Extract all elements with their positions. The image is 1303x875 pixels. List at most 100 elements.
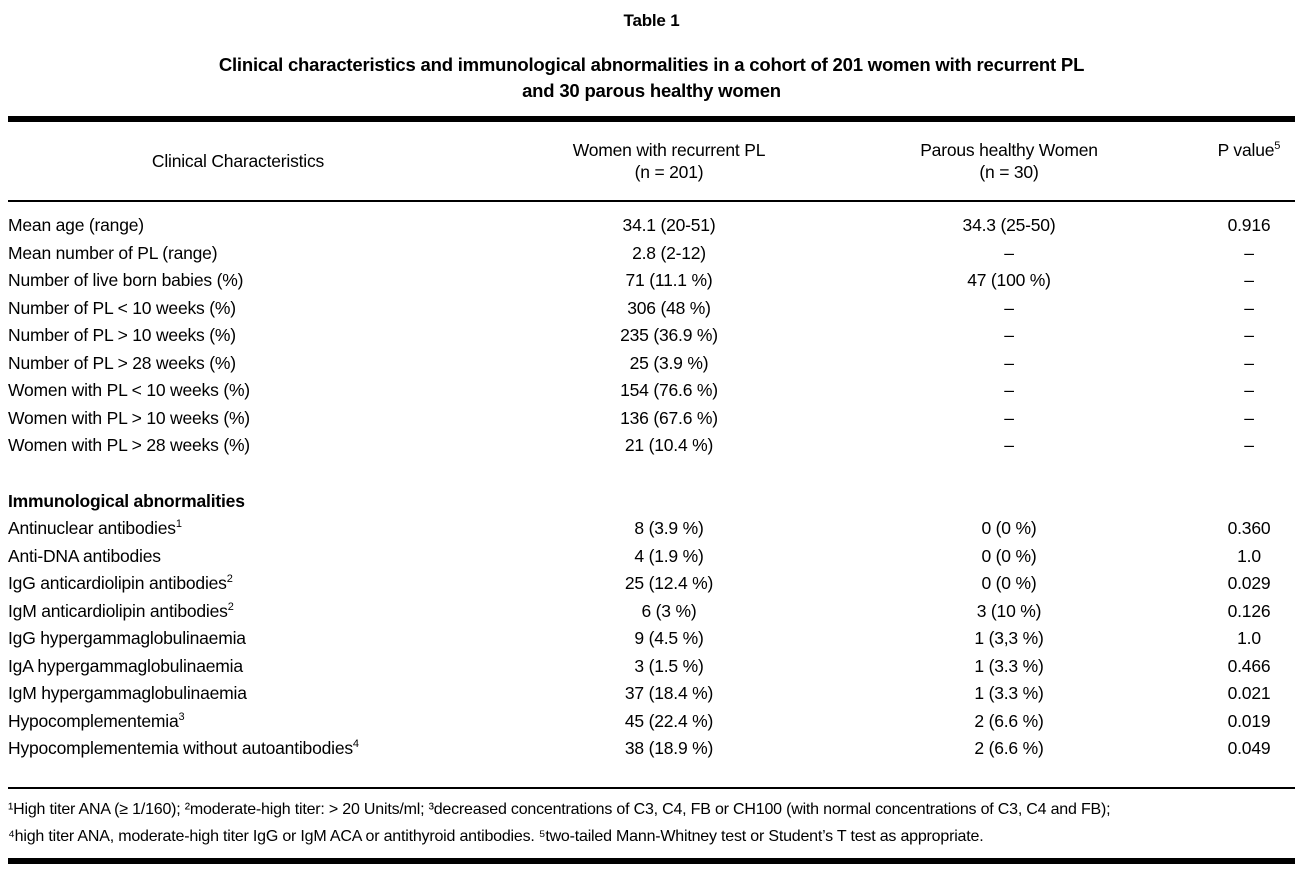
p-value-footnote-marker: 5: [1274, 140, 1281, 152]
value-p: 0.021: [1227, 683, 1271, 704]
value-healthy: –: [1004, 352, 1014, 373]
row-label: IgM anticardiolipin antibodies2: [8, 600, 234, 621]
value-healthy: 3 (10 %): [976, 600, 1042, 621]
table-row: Women with PL > 10 weeks (%) 136 (67.6 %…: [8, 405, 1295, 433]
table-row: Women with PL > 28 weeks (%) 21 (10.4 %)…: [8, 432, 1295, 460]
value-p: –: [1244, 242, 1254, 263]
row-label: Number of live born babies (%): [8, 270, 244, 291]
row-label: Number of PL > 28 weeks (%): [8, 352, 236, 373]
section-gap: [8, 460, 1295, 488]
value-healthy: –: [1004, 407, 1014, 428]
value-recurrent-pl: 21 (10.4 %): [624, 435, 714, 456]
value-healthy: –: [1004, 242, 1014, 263]
value-healthy: –: [1004, 435, 1014, 456]
footnote-line2: ⁴high titer ANA, moderate-high titer IgG…: [8, 827, 984, 845]
header-divider-rule: [8, 200, 1295, 202]
row-label: Antinuclear antibodies1: [8, 518, 182, 539]
table-caption-line2: and 30 parous healthy women: [522, 80, 781, 101]
value-healthy: 0 (0 %): [981, 518, 1037, 539]
table-caption: Clinical characteristics and immunologic…: [8, 52, 1295, 104]
value-recurrent-pl: 71 (11.1 %): [625, 270, 713, 291]
section-header-immunological: Immunological abnormalities: [8, 490, 245, 511]
column-header-healthy-label: Parous healthy Women: [920, 140, 1098, 160]
column-header-healthy-n: (n = 30): [979, 162, 1039, 182]
value-healthy: 2 (6.6 %): [974, 738, 1044, 759]
value-p: –: [1244, 297, 1254, 318]
value-p: –: [1244, 270, 1254, 291]
value-p: 0.916: [1227, 215, 1271, 236]
value-p: –: [1244, 407, 1254, 428]
value-recurrent-pl: 6 (3 %): [641, 600, 697, 621]
value-p: 1.0: [1237, 628, 1261, 649]
value-p: 0.029: [1227, 573, 1271, 594]
row-label: Women with PL < 10 weeks (%): [8, 380, 250, 401]
pre-footnote-gap: [8, 763, 1295, 787]
table-row: IgG hypergammaglobulinaemia 9 (4.5 %) 1 …: [8, 625, 1295, 653]
footnote-line1: ¹High titer ANA (≥ 1/160); ²moderate-hig…: [8, 800, 1111, 818]
value-recurrent-pl: 2.8 (2-12): [632, 242, 706, 263]
value-healthy: –: [1004, 297, 1014, 318]
row-label: Hypocomplementemia3: [8, 710, 185, 731]
value-recurrent-pl: 38 (18.9 %): [624, 738, 714, 759]
table-row: Number of PL < 10 weeks (%) 306 (48 %) –…: [8, 295, 1295, 323]
table-caption-line1: Clinical characteristics and immunologic…: [218, 54, 1085, 75]
table-row: Number of PL > 10 weeks (%) 235 (36.9 %)…: [8, 322, 1295, 350]
value-p: 0.019: [1227, 710, 1271, 731]
table-row: Number of live born babies (%) 71 (11.1 …: [8, 267, 1295, 295]
value-recurrent-pl: 9 (4.5 %): [634, 628, 704, 649]
value-healthy: 1 (3.3 %): [974, 655, 1044, 676]
footnote-marker: 2: [227, 600, 234, 613]
value-recurrent-pl: 37 (18.4 %): [624, 683, 714, 704]
row-label: Mean number of PL (range): [8, 242, 218, 263]
table-row: Hypocomplementemia without autoantibodie…: [8, 735, 1295, 763]
table-row: IgA hypergammaglobulinaemia 3 (1.5 %) 1 …: [8, 653, 1295, 681]
table-row: IgM hypergammaglobulinaemia 37 (18.4 %) …: [8, 680, 1295, 708]
value-recurrent-pl: 34.1 (20-51): [622, 215, 716, 236]
value-recurrent-pl: 306 (48 %): [627, 297, 711, 318]
column-header-recurrent-pl-n: (n = 201): [634, 162, 704, 182]
table-row: IgG anticardiolipin antibodies2 25 (12.4…: [8, 570, 1295, 598]
value-recurrent-pl: 235 (36.9 %): [620, 325, 718, 346]
value-p: 1.0: [1237, 545, 1261, 566]
column-header-recurrent-pl-label: Women with recurrent PL: [572, 140, 766, 160]
value-p: 0.049: [1227, 738, 1271, 759]
value-healthy: 1 (3,3 %): [974, 628, 1044, 649]
value-recurrent-pl: 8 (3.9 %): [634, 518, 704, 539]
footnote-marker: 4: [352, 738, 360, 751]
column-header-recurrent-pl: Women with recurrent PL (n = 201): [468, 139, 870, 183]
footnote-marker: 2: [226, 573, 233, 586]
row-label: IgG anticardiolipin antibodies2: [8, 573, 233, 594]
row-label: Hypocomplementemia without autoantibodie…: [8, 738, 360, 759]
value-p: 0.360: [1227, 518, 1271, 539]
table-row: Anti-DNA antibodies 4 (1.9 %) 0 (0 %) 1.…: [8, 543, 1295, 571]
value-healthy: 34.3 (25-50): [962, 215, 1056, 236]
table-number-title: Table 1: [623, 11, 680, 30]
table-row: Hypocomplementemia3 45 (22.4 %) 2 (6.6 %…: [8, 708, 1295, 736]
row-label: IgG hypergammaglobulinaemia: [8, 628, 246, 649]
value-p: –: [1244, 435, 1254, 456]
row-label: IgM hypergammaglobulinaemia: [8, 683, 247, 704]
row-label: Mean age (range): [8, 215, 144, 236]
table-row: Mean number of PL (range) 2.8 (2-12) – –: [8, 240, 1295, 268]
row-label: Women with PL > 10 weeks (%): [8, 407, 250, 428]
value-recurrent-pl: 45 (22.4 %): [624, 710, 714, 731]
value-recurrent-pl: 3 (1.5 %): [634, 655, 704, 676]
bottom-rule: [8, 857, 1295, 864]
table-row: Antinuclear antibodies1 8 (3.9 %) 0 (0 %…: [8, 515, 1295, 543]
value-p: –: [1244, 325, 1254, 346]
row-label: IgA hypergammaglobulinaemia: [8, 655, 243, 676]
footnote-divider-rule: [8, 786, 1295, 789]
footnote-marker: 1: [175, 518, 182, 531]
column-header-p-value: P value5: [1217, 139, 1281, 160]
value-healthy: 0 (0 %): [981, 573, 1037, 594]
value-healthy: –: [1004, 325, 1014, 346]
table-row: Number of PL > 28 weeks (%) 25 (3.9 %) –…: [8, 350, 1295, 378]
table-row: Women with PL < 10 weeks (%) 154 (76.6 %…: [8, 377, 1295, 405]
row-label: Anti-DNA antibodies: [8, 545, 161, 566]
row-label: Number of PL < 10 weeks (%): [8, 297, 236, 318]
value-healthy: 1 (3.3 %): [974, 683, 1044, 704]
clinical-characteristics-rows: Mean age (range) 34.1 (20-51) 34.3 (25-5…: [8, 202, 1295, 460]
table-row: Mean age (range) 34.1 (20-51) 34.3 (25-5…: [8, 212, 1295, 240]
value-recurrent-pl: 25 (3.9 %): [629, 352, 709, 373]
